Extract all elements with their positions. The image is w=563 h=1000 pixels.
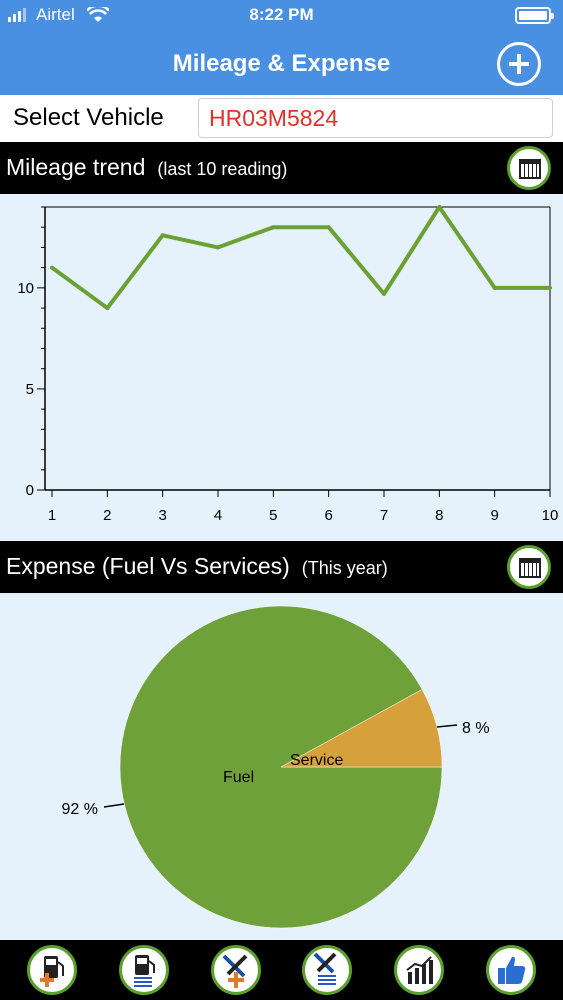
mileage-title: Mileage trend [6,154,146,180]
mileage-point [382,291,386,296]
x-tick-label: 7 [380,507,388,524]
y-tick-label: 10 [17,280,34,297]
carrier-name: Airtel [36,5,75,24]
leader-line-service [436,724,458,728]
tools-list-icon[interactable] [302,945,353,995]
vehicle-field[interactable]: HR03M5824 [198,98,553,138]
slice-label-service: Service [290,752,343,769]
fuel-pump-list-icon[interactable] [118,945,169,995]
mileage-line-chart: 0 5 10 1 2 3 4 5 6 7 8 9 10 [17,205,559,524]
x-tick-label: 6 [324,507,332,524]
wifi-icon [86,7,109,22]
pct-label-fuel: 92 % [62,801,98,818]
tab-bar [0,940,563,1000]
mileage-point [105,306,110,311]
calendar-icon[interactable] [507,146,551,190]
x-tick-label: 2 [103,507,111,524]
mileage-point [160,233,165,238]
tools-add-icon[interactable] [210,945,261,995]
carrier-info: Airtel [8,5,109,25]
mileage-point [326,225,331,230]
battery-icon [515,7,554,24]
pct-label-service: 8 % [462,720,490,737]
calendar-icon[interactable] [507,545,551,589]
nav-bar: Mileage & Expense [0,32,563,95]
y-tick-label: 5 [26,381,34,398]
mileage-point [437,205,442,209]
vehicle-selector: Select Vehicle HR03M5824 [0,95,563,142]
plus-circle-icon[interactable] [497,42,541,86]
mileage-subtitle: (last 10 reading) [157,159,288,179]
x-tick-label: 5 [269,507,277,524]
expense-pie-chart: Service Fuel 8 % 92 % [62,605,490,929]
x-tick-label: 8 [435,507,443,524]
mileage-point [50,265,54,270]
slice-label-fuel: Fuel [223,769,254,786]
page-title: Mileage & Expense [172,50,391,77]
x-tick-label: 4 [214,507,222,524]
mileage-point [548,285,552,290]
y-tick-label: 0 [26,482,34,499]
x-tick-label: 9 [490,507,498,524]
mileage-series-line [50,205,550,311]
clock: 8:22 PM [249,5,314,24]
mileage-point [216,245,220,250]
signal-icon [8,8,26,22]
fuel-pump-add-icon[interactable] [26,945,77,995]
expense-subtitle: (This year) [301,558,388,578]
expense-header: Expense (Fuel Vs Services) (This year) [0,541,563,593]
pie-slice-service [280,689,443,768]
select-vehicle-label: Select Vehicle [13,104,164,131]
mileage-header: Mileage trend (last 10 reading) [0,142,563,194]
x-tick-label: 3 [158,507,166,524]
leader-line-fuel [103,803,125,808]
mileage-point [492,285,497,290]
mileage-point [271,225,276,230]
x-tick-label: 10 [542,507,559,524]
thumbs-up-icon[interactable] [486,945,537,995]
status-bar: Airtel 8:22 PM [0,0,563,32]
bar-chart-icon[interactable] [394,945,445,995]
x-tick-label: 1 [48,507,56,524]
expense-title: Expense (Fuel Vs Services) [6,553,290,579]
